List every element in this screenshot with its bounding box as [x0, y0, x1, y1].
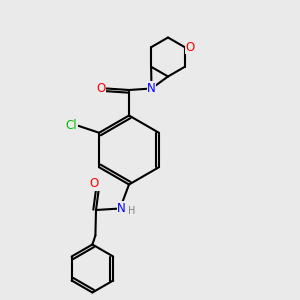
Text: N: N — [147, 82, 156, 95]
Text: Cl: Cl — [65, 119, 77, 132]
Text: O: O — [90, 177, 99, 190]
Text: O: O — [186, 41, 195, 54]
Text: O: O — [97, 82, 106, 95]
Text: H: H — [128, 206, 135, 216]
Text: N: N — [117, 202, 126, 215]
